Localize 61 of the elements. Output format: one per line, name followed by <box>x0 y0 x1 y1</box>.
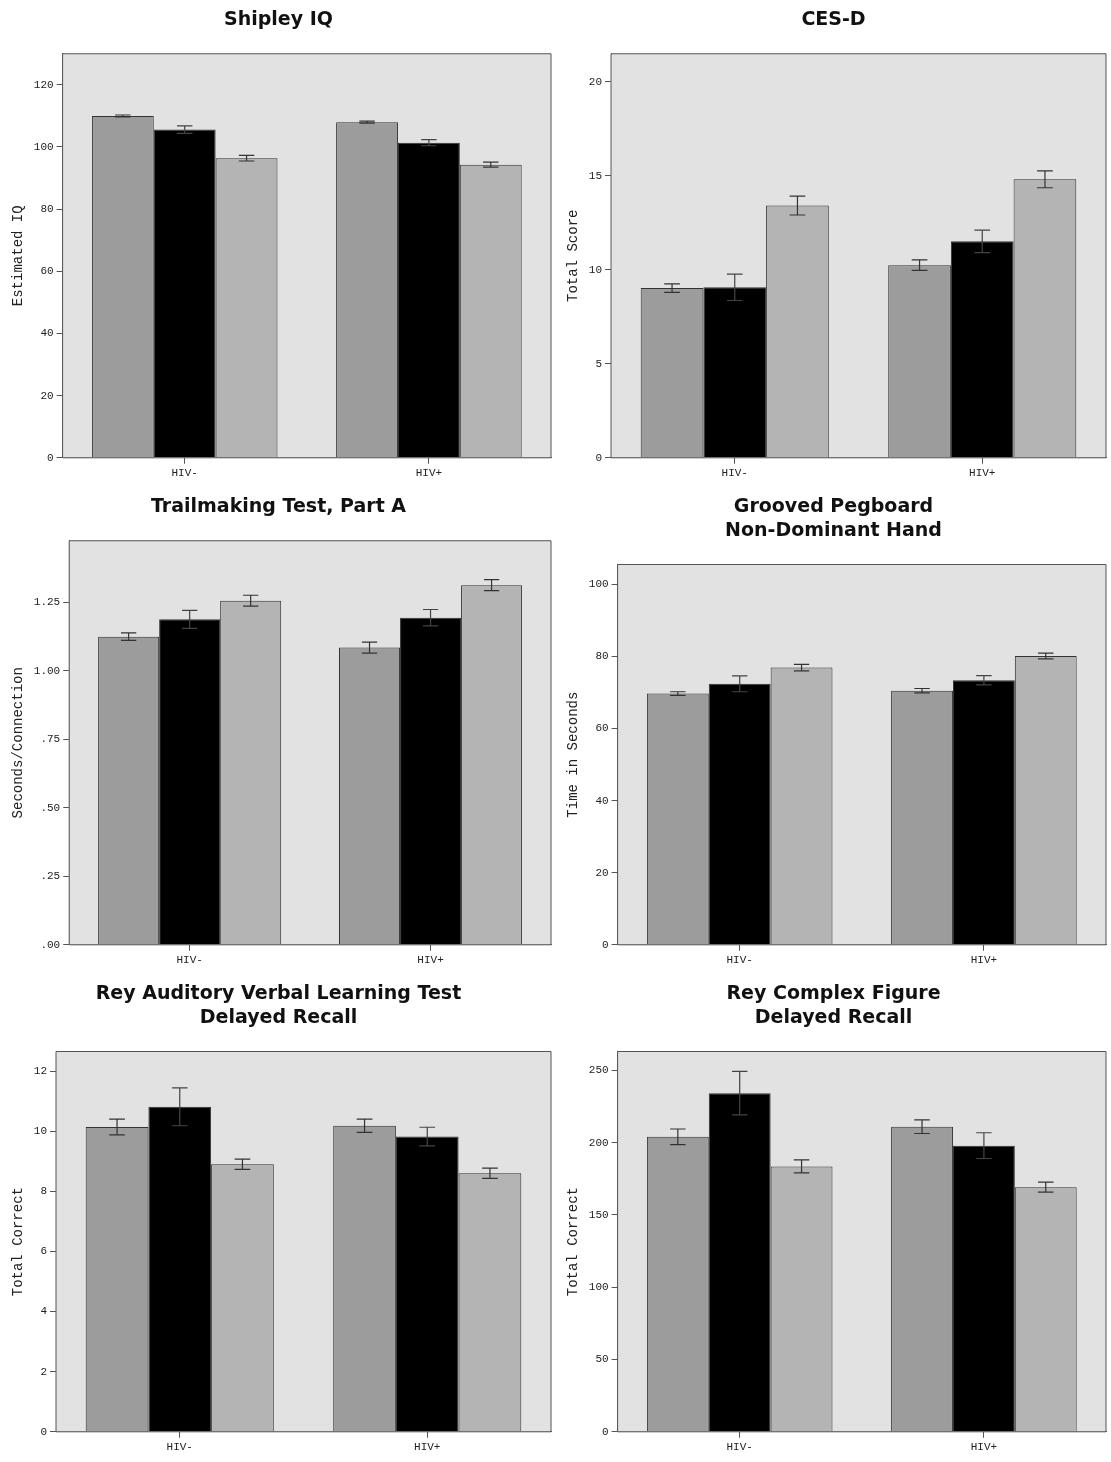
y-tick-label: 20 <box>588 75 602 88</box>
y-tick-label: 150 <box>588 1208 609 1221</box>
x-tick-label: HIV- <box>166 1441 193 1454</box>
y-tick-label: 40 <box>40 327 54 340</box>
y-tick-label: 1.25 <box>33 596 61 609</box>
y-tick-label: 1.00 <box>33 664 61 677</box>
y-tick-label: 6 <box>40 1245 47 1258</box>
chart-title: Rey Auditory Verbal Learning Test Delayed Recall <box>95 980 462 1027</box>
x-tick-label: HIV+ <box>969 467 996 480</box>
chart-title: Trailmaking Test, Part A <box>150 493 407 516</box>
y-axis-title: Total Score <box>565 209 582 302</box>
y-tick-label: 100 <box>588 578 609 591</box>
y-axis-title: Total Correct <box>565 1187 582 1297</box>
y-axis-title: Seconds/Connection <box>10 667 27 819</box>
y-tick-label: 80 <box>40 203 54 216</box>
x-tick-label: HIV- <box>176 954 203 967</box>
y-tick-label: 100 <box>588 1281 609 1294</box>
x-tick-label: HIV- <box>726 1441 753 1454</box>
y-tick-label: 10 <box>33 1125 47 1138</box>
y-tick-label: 0 <box>40 1425 47 1438</box>
y-tick-label: 0 <box>46 451 54 464</box>
y-tick-label: 200 <box>588 1136 609 1149</box>
y-tick-label: 10 <box>588 263 602 276</box>
y-axis-title: Total Correct <box>10 1187 27 1297</box>
y-tick-label: 80 <box>595 650 609 663</box>
x-tick-label: HIV+ <box>970 954 998 967</box>
y-axis-title: Time in Seconds <box>565 691 582 818</box>
chart-title: CES-D <box>801 6 866 29</box>
x-tick-label: HIV+ <box>414 1441 441 1454</box>
y-tick-label: 0 <box>595 451 602 464</box>
y-tick-label: .25 <box>40 870 61 883</box>
y-tick-label: .50 <box>40 801 61 814</box>
y-tick-label: 5 <box>595 357 602 370</box>
y-tick-label: 4 <box>40 1305 48 1318</box>
chart-title: Shipley IQ <box>224 6 333 29</box>
y-tick-label: 60 <box>40 265 54 278</box>
y-tick-label: 50 <box>595 1353 609 1366</box>
x-tick-label: HIV- <box>726 954 753 967</box>
y-tick-label: .00 <box>40 938 61 951</box>
x-tick-label: HIV- <box>721 467 748 480</box>
x-tick-label: HIV+ <box>970 1441 998 1454</box>
y-tick-label: 0 <box>601 1425 609 1438</box>
y-tick-label: 20 <box>595 866 609 879</box>
y-axis-title: Estimated IQ <box>10 205 27 307</box>
y-tick-label: 40 <box>595 794 609 807</box>
chart-title: Rey Complex Figure Delayed Recall <box>726 980 941 1027</box>
chart-title: Grooved Pegboard Non-Dominant Hand <box>725 493 942 540</box>
x-tick-label: HIV+ <box>417 954 444 967</box>
y-tick-label: 120 <box>33 78 54 91</box>
y-tick-label: 8 <box>40 1185 47 1198</box>
y-tick-label: 12 <box>33 1064 47 1077</box>
y-tick-label: 20 <box>40 389 54 402</box>
x-tick-label: HIV+ <box>415 467 443 480</box>
y-tick-label: 60 <box>595 722 609 735</box>
y-tick-label: 0 <box>601 938 609 951</box>
y-tick-label: .75 <box>40 733 61 746</box>
y-tick-label: 100 <box>33 140 54 153</box>
y-tick-label: 15 <box>588 169 602 182</box>
y-tick-label: 2 <box>40 1365 47 1378</box>
x-tick-label: HIV- <box>171 467 198 480</box>
y-tick-label: 250 <box>588 1064 609 1077</box>
